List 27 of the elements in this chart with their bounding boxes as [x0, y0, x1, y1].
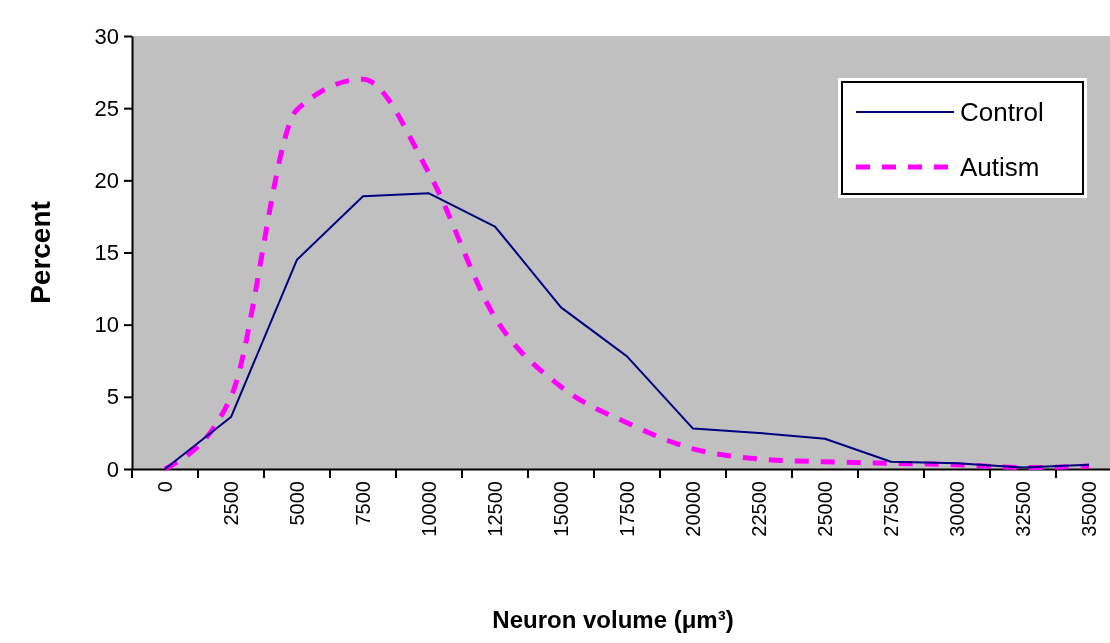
x-tick-label: 17500: [616, 481, 638, 537]
y-tick-label: 5: [106, 384, 119, 410]
y-axis-title: Percent: [25, 201, 56, 304]
x-tick-label: 27500: [880, 481, 902, 537]
y-tick-label: 30: [94, 23, 119, 49]
y-tick-label: 15: [94, 240, 119, 266]
x-tick-label: 7500: [352, 481, 374, 526]
x-tick-label: 32500: [1012, 481, 1034, 537]
x-tick-label: 35000: [1078, 481, 1100, 537]
legend-label: Control: [960, 97, 1044, 128]
y-tick-label: 20: [94, 167, 119, 193]
x-tick-label: 22500: [748, 481, 770, 537]
x-tick-label: 25000: [814, 481, 836, 537]
y-tick-label: 25: [94, 95, 119, 121]
y-tick-label: 0: [106, 456, 119, 482]
x-tick-label: 30000: [946, 481, 968, 537]
line-series: [164, 192, 1090, 470]
x-tick-label: 20000: [682, 481, 704, 537]
x-axis-title: Neuron volume (μm³): [492, 606, 734, 633]
x-tick-label: 10000: [418, 481, 440, 537]
x-tick-label: 0: [154, 481, 176, 493]
x-tick-label: 2500: [220, 481, 242, 526]
y-tick-label: 10: [94, 312, 119, 338]
legend-label: Autism: [960, 152, 1040, 183]
x-tick-label: 15000: [550, 481, 572, 537]
x-tick-label: 12500: [484, 481, 506, 537]
x-tick-label: 5000: [286, 481, 308, 526]
